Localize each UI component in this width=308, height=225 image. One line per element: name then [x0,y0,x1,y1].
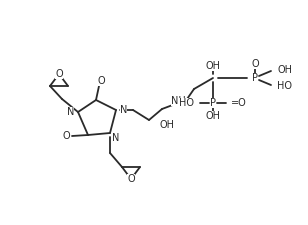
Text: O: O [97,76,105,86]
Text: NH: NH [171,96,185,106]
Text: O: O [62,131,70,141]
Text: O: O [127,174,135,184]
Text: HO: HO [179,98,194,108]
Text: P: P [210,98,216,108]
Text: =O: =O [231,98,247,108]
Text: P: P [252,73,258,83]
Text: N: N [67,107,74,117]
Text: N: N [112,133,120,143]
Text: OH: OH [205,61,221,71]
Text: O: O [251,59,259,69]
Text: OH: OH [277,65,292,75]
Text: N: N [120,105,128,115]
Text: HO: HO [277,81,292,91]
Text: OH: OH [205,111,221,121]
Text: O: O [55,69,63,79]
Text: OH: OH [159,120,174,130]
